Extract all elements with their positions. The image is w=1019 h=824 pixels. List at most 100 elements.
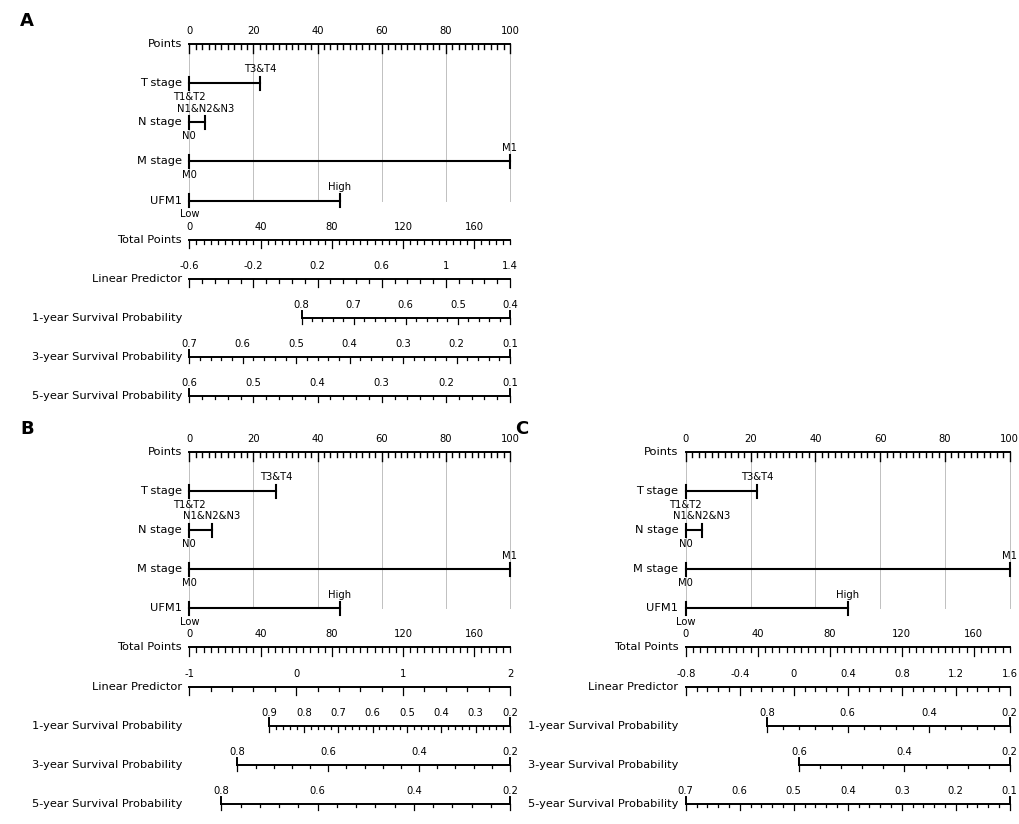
Text: 0.8: 0.8 [296, 708, 312, 718]
Text: 0.6: 0.6 [373, 260, 389, 270]
Text: 0.1: 0.1 [501, 339, 518, 349]
Text: T3&T4: T3&T4 [740, 472, 772, 482]
Text: 120: 120 [393, 222, 413, 232]
Text: 0: 0 [790, 668, 796, 678]
Text: N1&N2&N3: N1&N2&N3 [673, 512, 730, 522]
Text: 1: 1 [399, 668, 406, 678]
Text: 0.6: 0.6 [310, 786, 325, 796]
Text: N stage: N stage [139, 117, 181, 128]
Text: M stage: M stage [137, 157, 181, 166]
Text: UFM1: UFM1 [646, 603, 678, 613]
Text: -0.6: -0.6 [179, 260, 199, 270]
Text: 0.3: 0.3 [394, 339, 411, 349]
Text: 0.7: 0.7 [345, 300, 362, 310]
Text: Total Points: Total Points [117, 235, 181, 245]
Text: Linear Predictor: Linear Predictor [92, 681, 181, 691]
Text: 5-year Survival Probability: 5-year Survival Probability [32, 798, 181, 809]
Text: High: High [836, 590, 858, 600]
Text: M stage: M stage [137, 564, 181, 574]
Text: 40: 40 [311, 434, 323, 444]
Text: 0: 0 [186, 434, 193, 444]
Text: M0: M0 [181, 171, 197, 180]
Text: M0: M0 [678, 578, 693, 588]
Text: Total Points: Total Points [613, 643, 678, 653]
Text: 0.2: 0.2 [501, 708, 518, 718]
Text: -1: -1 [184, 668, 195, 678]
Text: 0: 0 [682, 630, 688, 639]
Text: 60: 60 [375, 26, 387, 36]
Text: 40: 40 [808, 434, 821, 444]
Text: Linear Predictor: Linear Predictor [92, 274, 181, 283]
Text: Points: Points [148, 40, 181, 49]
Text: 0: 0 [186, 26, 193, 36]
Text: N0: N0 [679, 539, 692, 549]
Text: Points: Points [148, 447, 181, 457]
Text: 100: 100 [500, 434, 519, 444]
Text: 3-year Survival Probability: 3-year Survival Probability [32, 760, 181, 770]
Text: 0.7: 0.7 [678, 786, 693, 796]
Text: 0: 0 [682, 434, 688, 444]
Text: 3-year Survival Probability: 3-year Survival Probability [528, 760, 678, 770]
Text: T1&T2: T1&T2 [173, 92, 206, 102]
Text: N1&N2&N3: N1&N2&N3 [176, 104, 233, 114]
Text: N0: N0 [182, 539, 196, 549]
Text: Low: Low [179, 617, 199, 627]
Text: 0.6: 0.6 [397, 300, 414, 310]
Text: 0.4: 0.4 [406, 786, 421, 796]
Text: T3&T4: T3&T4 [260, 472, 291, 482]
Text: 0.6: 0.6 [234, 339, 251, 349]
Text: 1.6: 1.6 [1001, 668, 1017, 678]
Text: 1-year Survival Probability: 1-year Survival Probability [528, 721, 678, 731]
Text: 20: 20 [247, 26, 260, 36]
Text: UFM1: UFM1 [150, 603, 181, 613]
Text: Linear Predictor: Linear Predictor [588, 681, 678, 691]
Text: 0.4: 0.4 [896, 747, 911, 756]
Text: 0.8: 0.8 [229, 747, 245, 756]
Text: High: High [328, 182, 352, 192]
Text: M1: M1 [502, 143, 517, 152]
Text: N stage: N stage [139, 525, 181, 536]
Text: 1-year Survival Probability: 1-year Survival Probability [32, 721, 181, 731]
Text: M stage: M stage [633, 564, 678, 574]
Text: 80: 80 [325, 630, 337, 639]
Text: 0.2: 0.2 [448, 339, 464, 349]
Text: 0.4: 0.4 [839, 668, 855, 678]
Text: 40: 40 [751, 630, 763, 639]
Text: 0.2: 0.2 [501, 747, 518, 756]
Text: N1&N2&N3: N1&N2&N3 [183, 512, 240, 522]
Text: -0.8: -0.8 [676, 668, 695, 678]
Text: 3-year Survival Probability: 3-year Survival Probability [32, 352, 181, 362]
Text: Points: Points [643, 447, 678, 457]
Text: 0.5: 0.5 [288, 339, 304, 349]
Text: 1-year Survival Probability: 1-year Survival Probability [32, 313, 181, 323]
Text: 0.8: 0.8 [893, 668, 909, 678]
Text: T1&T2: T1&T2 [668, 500, 701, 510]
Text: 40: 40 [254, 630, 267, 639]
Text: 0.8: 0.8 [213, 786, 229, 796]
Text: N0: N0 [182, 131, 196, 141]
Text: 80: 80 [439, 26, 451, 36]
Text: M1: M1 [502, 550, 517, 560]
Text: 100: 100 [1000, 434, 1018, 444]
Text: 0.4: 0.4 [433, 708, 448, 718]
Text: 0: 0 [186, 222, 193, 232]
Text: 40: 40 [311, 26, 323, 36]
Text: A: A [20, 12, 35, 30]
Text: 0.8: 0.8 [293, 300, 309, 310]
Text: 80: 80 [822, 630, 836, 639]
Text: T3&T4: T3&T4 [244, 64, 276, 74]
Text: 0.5: 0.5 [398, 708, 415, 718]
Text: 5-year Survival Probability: 5-year Survival Probability [32, 391, 181, 401]
Text: High: High [328, 590, 352, 600]
Text: 60: 60 [873, 434, 886, 444]
Text: 0.4: 0.4 [310, 378, 325, 388]
Text: 120: 120 [892, 630, 910, 639]
Text: M0: M0 [181, 578, 197, 588]
Text: 0.5: 0.5 [785, 786, 801, 796]
Text: 80: 80 [325, 222, 337, 232]
Text: 0.1: 0.1 [501, 378, 518, 388]
Text: 0.2: 0.2 [501, 786, 518, 796]
Text: 0.6: 0.6 [364, 708, 380, 718]
Text: 1.2: 1.2 [947, 668, 963, 678]
Text: -0.2: -0.2 [244, 260, 263, 270]
